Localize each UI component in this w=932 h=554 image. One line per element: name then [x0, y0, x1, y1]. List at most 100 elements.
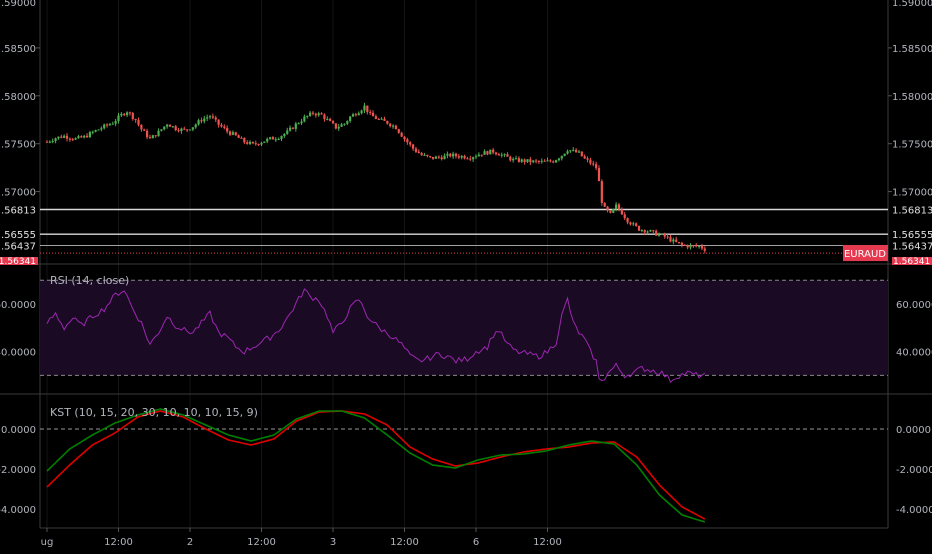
candle-body[interactable] — [675, 239, 678, 242]
candle-body[interactable] — [695, 245, 698, 247]
candle-body[interactable] — [357, 113, 360, 116]
candle-body[interactable] — [237, 135, 240, 138]
candle-body[interactable] — [297, 123, 300, 125]
candle-body[interactable] — [592, 163, 595, 165]
candle-body[interactable] — [546, 160, 549, 162]
candle-body[interactable] — [83, 135, 86, 138]
candle-body[interactable] — [60, 136, 63, 138]
candle-body[interactable] — [57, 136, 60, 139]
candle-body[interactable] — [554, 160, 558, 163]
candle-body[interactable] — [700, 245, 704, 249]
candle-body[interactable] — [600, 181, 603, 203]
candle-body[interactable] — [243, 137, 246, 143]
candle-body[interactable] — [577, 151, 581, 153]
candle-body[interactable] — [575, 149, 578, 153]
candle-body[interactable] — [197, 120, 200, 125]
candle-body[interactable] — [569, 150, 572, 152]
candle-body[interactable] — [534, 160, 538, 162]
candle-body[interactable] — [114, 121, 117, 124]
candle-body[interactable] — [443, 155, 446, 160]
candle-body[interactable] — [111, 123, 114, 125]
candle-body[interactable] — [640, 230, 643, 232]
candle-body[interactable] — [537, 161, 541, 163]
candle-body[interactable] — [452, 153, 455, 157]
candle-body[interactable] — [146, 130, 149, 138]
candle-body[interactable] — [637, 225, 641, 231]
candle-body[interactable] — [117, 115, 120, 122]
candle-body[interactable] — [666, 236, 669, 238]
candle-body[interactable] — [692, 245, 695, 247]
candle-body[interactable] — [457, 156, 460, 158]
candle-body[interactable] — [186, 129, 189, 131]
candle-body[interactable] — [432, 156, 435, 159]
candle-body[interactable] — [286, 130, 289, 134]
candle-body[interactable] — [669, 237, 672, 242]
candle-body[interactable] — [51, 141, 54, 143]
candle-body[interactable] — [171, 126, 174, 128]
candle-body[interactable] — [663, 233, 666, 237]
candle-body[interactable] — [271, 137, 275, 140]
candle-body[interactable] — [472, 157, 475, 160]
candle-body[interactable] — [454, 153, 458, 157]
candle-body[interactable] — [514, 158, 518, 160]
candle-body[interactable] — [180, 128, 183, 132]
candle-body[interactable] — [486, 151, 489, 155]
candle-body[interactable] — [94, 130, 97, 132]
candle-body[interactable] — [595, 164, 598, 169]
candle-body[interactable] — [48, 141, 51, 143]
candle-body[interactable] — [160, 129, 163, 131]
candle-body[interactable] — [331, 121, 335, 124]
candle-body[interactable] — [77, 136, 80, 139]
candle-body[interactable] — [363, 105, 366, 111]
candle-body[interactable] — [406, 139, 409, 143]
kst-line[interactable] — [46, 410, 706, 520]
candle-body[interactable] — [349, 116, 352, 122]
candle-body[interactable] — [500, 154, 503, 156]
candle-body[interactable] — [492, 149, 495, 153]
candle-body[interactable] — [329, 118, 332, 122]
candle-body[interactable] — [563, 153, 566, 156]
candle-body[interactable] — [529, 159, 532, 163]
candle-body[interactable] — [74, 138, 77, 140]
candle-body[interactable] — [303, 116, 306, 122]
candle-body[interactable] — [260, 142, 263, 145]
candle-body[interactable] — [220, 124, 223, 127]
candle-body[interactable] — [586, 158, 589, 160]
candle-body[interactable] — [337, 126, 340, 129]
candle-body[interactable] — [283, 133, 286, 137]
candle-body[interactable] — [380, 118, 383, 120]
candle-body[interactable] — [206, 117, 209, 119]
candle-body[interactable] — [314, 113, 317, 116]
candle-body[interactable] — [97, 129, 100, 131]
candle-body[interactable] — [423, 154, 426, 156]
candle-body[interactable] — [580, 151, 583, 157]
candle-body[interactable] — [420, 153, 423, 156]
candle-body[interactable] — [466, 158, 469, 160]
candle-body[interactable] — [512, 158, 515, 161]
candle-body[interactable] — [248, 141, 252, 144]
candle-body[interactable] — [148, 137, 152, 139]
candle-body[interactable] — [317, 113, 320, 116]
candle-body[interactable] — [523, 159, 526, 163]
candle-body[interactable] — [168, 124, 172, 127]
candle-body[interactable] — [689, 245, 692, 248]
candle-body[interactable] — [540, 160, 543, 162]
candle-body[interactable] — [417, 151, 420, 154]
candle-body[interactable] — [434, 156, 438, 159]
candle-body[interactable] — [231, 132, 234, 135]
candle-body[interactable] — [294, 123, 297, 129]
candle-body[interactable] — [157, 130, 160, 137]
candle-body[interactable] — [151, 135, 154, 139]
candle-body[interactable] — [572, 149, 575, 151]
candle-body[interactable] — [460, 155, 463, 158]
candle-body[interactable] — [635, 223, 638, 226]
candle-body[interactable] — [703, 248, 706, 251]
candle-body[interactable] — [254, 143, 257, 145]
candle-body[interactable] — [652, 230, 655, 232]
candle-body[interactable] — [263, 141, 266, 143]
candle-body[interactable] — [131, 112, 134, 119]
candle-body[interactable] — [188, 129, 192, 131]
candle-body[interactable] — [680, 242, 684, 245]
